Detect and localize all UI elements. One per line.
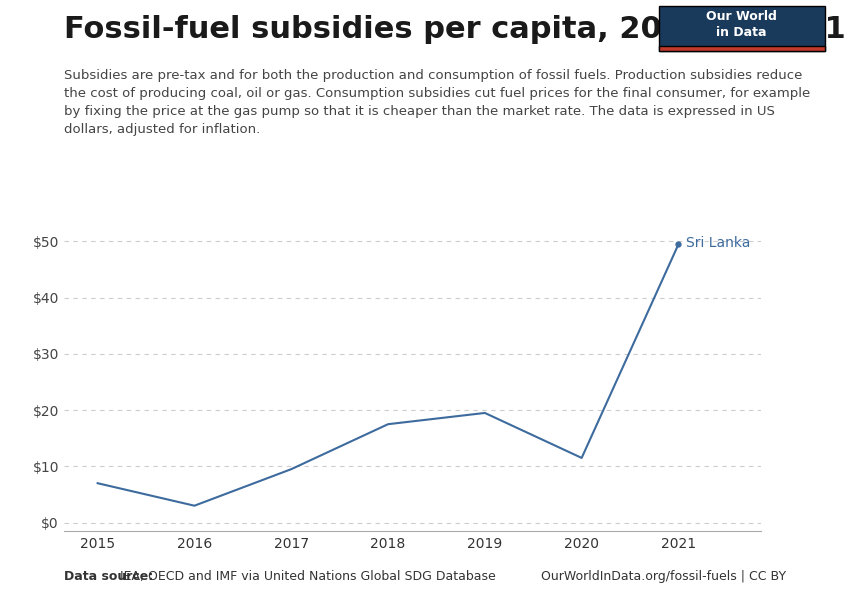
Text: Data source:: Data source: — [64, 570, 153, 583]
Text: IEA, OECD and IMF via United Nations Global SDG Database: IEA, OECD and IMF via United Nations Glo… — [116, 570, 496, 583]
Text: OurWorldInData.org/fossil-fuels | CC BY: OurWorldInData.org/fossil-fuels | CC BY — [541, 570, 786, 583]
Text: Subsidies are pre-tax and for both the production and consumption of fossil fuel: Subsidies are pre-tax and for both the p… — [64, 69, 810, 136]
Text: Our World
in Data: Our World in Data — [706, 10, 777, 40]
Text: Sri Lanka: Sri Lanka — [686, 236, 751, 250]
Text: Fossil-fuel subsidies per capita, 2015 to 2021: Fossil-fuel subsidies per capita, 2015 t… — [64, 15, 846, 44]
